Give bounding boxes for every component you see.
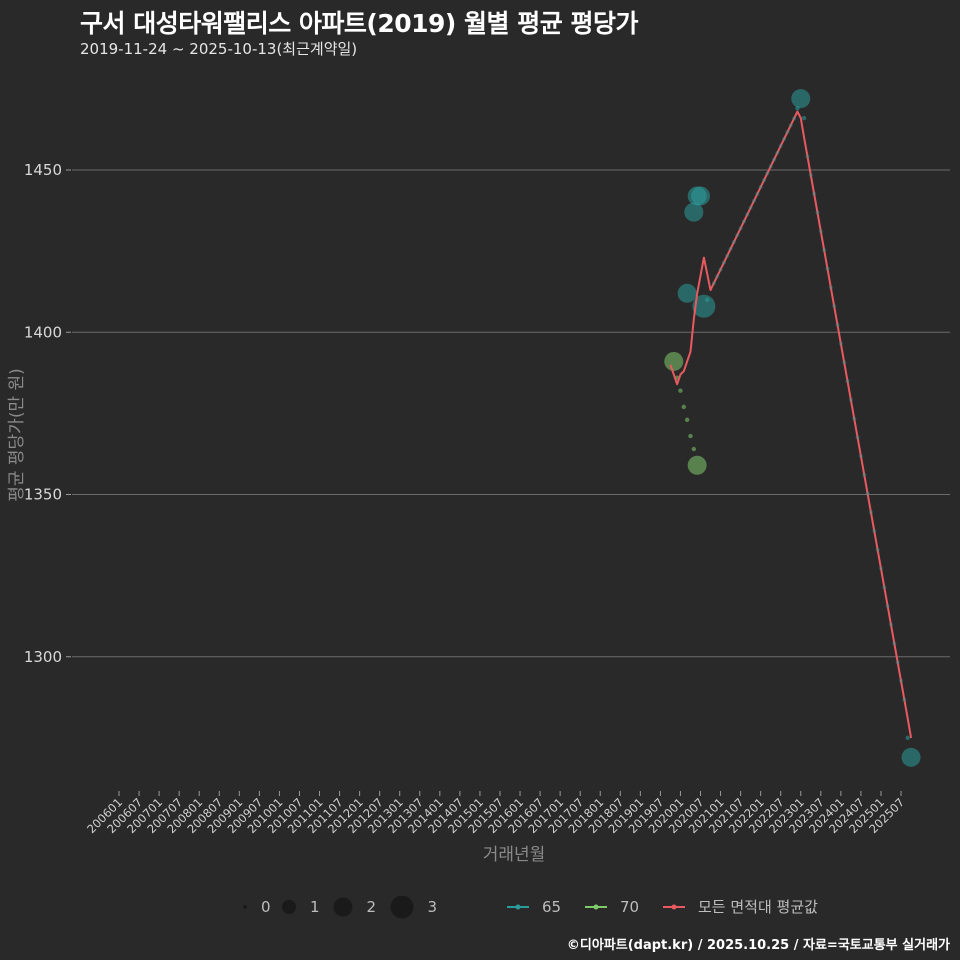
y-axis-title: 평균 평당가(만 원) <box>7 368 27 502</box>
source-caption: ©디아파트(dapt.kr) / 2025.10.25 / 자료=국토교통부 실… <box>566 938 950 953</box>
legend-line-label[interactable]: 모든 면적대 평균값 <box>698 898 818 916</box>
series-layer <box>664 89 921 767</box>
x-axis-title: 거래년월 <box>483 845 546 865</box>
series-65-points <box>677 89 921 767</box>
chart-subtitle: 2019-11-24 ~ 2025-10-13(최근계약일) <box>80 40 358 58</box>
y-axis: 1300 1350 1400 1450 <box>24 161 71 666</box>
data-point[interactable] <box>688 433 693 439</box>
legend-size-label: 0 <box>261 898 271 916</box>
y-tick-label: 1300 <box>24 648 62 666</box>
gridlines <box>72 169 950 658</box>
legend-size-swatch <box>390 895 414 919</box>
data-point[interactable] <box>791 89 811 109</box>
data-point[interactable] <box>681 404 686 410</box>
data-point[interactable] <box>684 202 704 222</box>
data-point[interactable] <box>801 115 807 121</box>
data-point[interactable] <box>664 351 684 371</box>
data-point[interactable] <box>691 446 697 452</box>
average-line <box>669 110 913 739</box>
series-70-points <box>664 351 707 475</box>
legend-size-label: 3 <box>428 898 438 916</box>
y-tick-label: 1400 <box>24 323 62 341</box>
legend: 0 1 2 3 65 70 모든 면적대 평균값 <box>0 895 960 920</box>
data-point[interactable] <box>905 735 910 741</box>
legend-size-swatch <box>243 905 247 909</box>
data-point[interactable] <box>677 283 697 303</box>
data-point[interactable] <box>687 455 707 475</box>
chart-title: 구서 대성타워팰리스 아파트(2019) 월별 평균 평당가 <box>80 9 638 38</box>
y-tick-label: 1450 <box>24 161 62 179</box>
legend-size-swatch <box>282 900 296 914</box>
legend-size-swatch <box>333 897 353 917</box>
data-point[interactable] <box>691 186 711 206</box>
legend-size-label: 1 <box>310 898 320 916</box>
average-markers <box>711 116 907 702</box>
x-axis: 2006012006072007012007072008012008072009… <box>84 791 907 836</box>
data-point[interactable] <box>901 747 921 767</box>
y-tick-label: 1350 <box>24 486 62 504</box>
data-point[interactable] <box>684 417 690 423</box>
data-point[interactable] <box>692 294 716 318</box>
data-point[interactable] <box>704 297 710 302</box>
data-point[interactable] <box>678 388 683 393</box>
legend-line-label[interactable]: 70 <box>620 898 639 916</box>
legend-size-label: 2 <box>367 898 377 916</box>
legend-line-label[interactable]: 65 <box>542 898 561 916</box>
